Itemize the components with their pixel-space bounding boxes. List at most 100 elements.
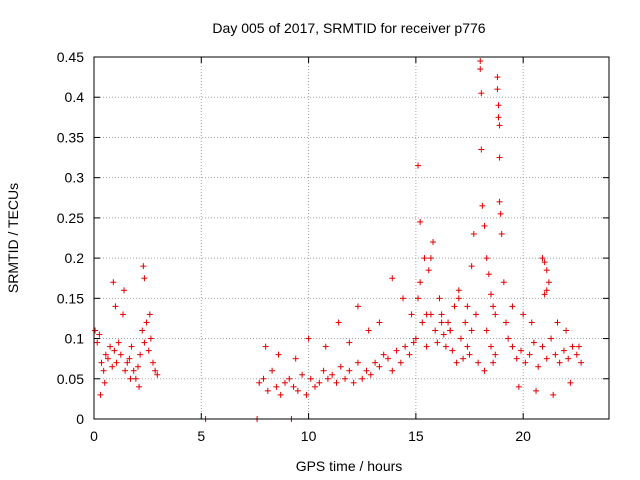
data-point	[354, 359, 361, 366]
data-point	[492, 351, 499, 358]
data-point	[136, 383, 143, 390]
data-point	[500, 279, 507, 286]
data-point	[389, 275, 396, 282]
data-point	[303, 391, 310, 398]
data-point	[495, 114, 502, 121]
data-point	[419, 319, 426, 326]
data-point	[455, 295, 462, 302]
data-point	[563, 327, 570, 334]
data-point	[539, 255, 546, 262]
data-point	[141, 275, 148, 282]
data-point	[393, 347, 400, 354]
data-point	[477, 66, 484, 73]
data-point	[477, 58, 484, 65]
data-point	[410, 339, 417, 346]
data-point	[496, 154, 503, 161]
data-point	[312, 383, 319, 390]
data-point	[139, 327, 146, 334]
data-point	[543, 355, 550, 362]
data-point	[481, 367, 488, 374]
data-point	[406, 351, 413, 358]
data-point	[423, 343, 430, 350]
data-point	[518, 347, 525, 354]
data-point	[487, 291, 494, 298]
data-point	[520, 311, 527, 318]
data-point	[367, 371, 374, 378]
data-point	[417, 279, 424, 286]
data-point	[498, 230, 505, 237]
data-point	[472, 311, 479, 318]
data-point	[457, 335, 464, 342]
data-point	[286, 375, 293, 382]
data-point	[143, 319, 150, 326]
x-tick-label: 5	[197, 428, 205, 444]
data-point	[126, 355, 133, 362]
data-point	[384, 355, 391, 362]
data-point	[141, 339, 148, 346]
chart-title: Day 005 of 2017, SRMTID for receiver p77…	[212, 20, 485, 36]
data-point	[430, 239, 437, 246]
data-point	[117, 351, 124, 358]
data-point	[550, 391, 557, 398]
data-point	[275, 351, 282, 358]
data-point	[256, 379, 263, 386]
data-point	[496, 122, 503, 129]
data-point	[451, 303, 458, 310]
data-point	[513, 355, 520, 362]
data-point	[535, 363, 542, 370]
data-point	[124, 359, 131, 366]
y-tick-label: 0.1	[65, 331, 85, 347]
data-point	[316, 379, 323, 386]
data-point	[277, 391, 284, 398]
data-point	[112, 303, 119, 310]
data-point	[273, 383, 280, 390]
data-point	[509, 303, 516, 310]
data-point	[264, 387, 271, 394]
data-point	[320, 367, 327, 374]
y-axis-label: SRMTID / TECUs	[5, 183, 21, 293]
data-point	[541, 259, 548, 266]
data-point	[146, 311, 153, 318]
data-point	[567, 379, 574, 386]
data-point	[427, 255, 434, 262]
data-point	[569, 343, 576, 350]
x-tick-label: 10	[301, 428, 317, 444]
data-point	[554, 319, 561, 326]
data-point	[350, 379, 357, 386]
data-point	[462, 319, 469, 326]
data-point	[490, 303, 497, 310]
data-point	[415, 162, 422, 169]
data-point	[342, 375, 349, 382]
data-point	[478, 146, 485, 153]
data-point	[346, 339, 353, 346]
data-point	[365, 327, 372, 334]
data-point	[509, 343, 516, 350]
data-point	[100, 367, 107, 374]
x-tick-label: 0	[90, 428, 98, 444]
data-point	[453, 359, 460, 366]
data-point	[490, 359, 497, 366]
y-tick-label: 0	[76, 411, 84, 427]
data-point	[400, 295, 406, 302]
data-point	[421, 255, 428, 262]
data-point	[121, 287, 128, 294]
data-point	[389, 367, 396, 374]
plot-frame	[93, 56, 610, 420]
data-point	[494, 86, 501, 93]
data-point	[397, 359, 404, 366]
data-point	[483, 327, 490, 334]
data-point	[528, 319, 535, 326]
data-point	[346, 367, 353, 374]
y-tick-label: 0.25	[57, 210, 84, 226]
data-point	[152, 367, 159, 374]
data-point	[434, 339, 441, 346]
data-point	[98, 359, 105, 366]
data-point	[445, 319, 452, 326]
data-point	[147, 335, 154, 342]
data-point	[447, 327, 454, 334]
data-point	[127, 375, 134, 382]
data-point	[475, 359, 482, 366]
data-point	[412, 335, 419, 342]
data-point	[438, 311, 445, 318]
data-point	[402, 343, 409, 350]
